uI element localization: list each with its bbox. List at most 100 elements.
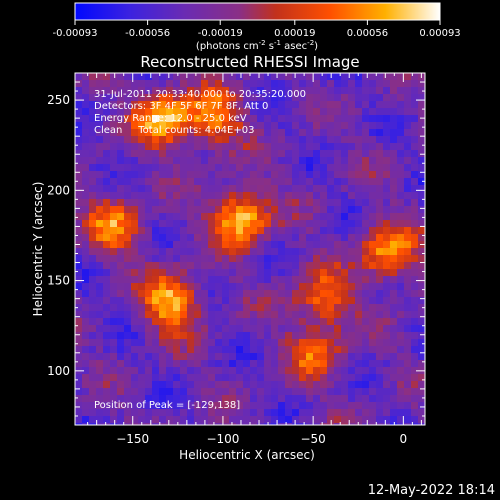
heatmap-cell [173, 192, 181, 200]
heatmap-cell [159, 339, 167, 347]
heatmap-cell [103, 150, 111, 158]
heatmap-cell [152, 402, 160, 410]
heatmap-cell [257, 311, 265, 319]
heatmap-cell [257, 402, 265, 410]
heatmap-cell [166, 143, 174, 151]
heatmap-cell [250, 423, 258, 425]
heatmap-cell [306, 101, 314, 109]
heatmap-cell [131, 206, 139, 214]
heatmap-cell [292, 388, 300, 396]
heatmap-cell [383, 101, 391, 109]
heatmap-cell [383, 185, 391, 193]
heatmap-cell [313, 402, 321, 410]
heatmap-cell [145, 136, 153, 144]
heatmap-cell [404, 381, 412, 389]
colorbar-tick-label: 0.00093 [419, 28, 460, 39]
heatmap-cell [96, 311, 104, 319]
heatmap-cell [166, 87, 174, 95]
heatmap-cell [215, 297, 223, 305]
heatmap-cell [75, 178, 83, 186]
heatmap-cell [194, 227, 202, 235]
heatmap-cell [243, 73, 251, 81]
heatmap-cell [194, 276, 202, 284]
heatmap-image [75, 73, 425, 425]
heatmap-cell [208, 276, 216, 284]
heatmap-cell [215, 227, 223, 235]
heatmap-cell [334, 171, 342, 179]
heatmap-cell [145, 416, 153, 424]
heatmap-cell [362, 199, 370, 207]
heatmap-cell [271, 346, 279, 354]
heatmap-cell [320, 73, 328, 81]
heatmap-cell [418, 402, 425, 410]
heatmap-cell [341, 108, 349, 116]
heatmap-cell [173, 150, 181, 158]
heatmap-cell [299, 353, 307, 361]
heatmap-cell [292, 164, 300, 172]
heatmap-cell [208, 388, 216, 396]
heatmap-cell [369, 129, 377, 137]
heatmap-cell [292, 255, 300, 263]
heatmap-cell [96, 178, 104, 186]
heatmap-cell [250, 339, 258, 347]
heatmap-cell [117, 157, 125, 165]
heatmap-cell [271, 367, 279, 375]
heatmap-cell [418, 283, 425, 291]
heatmap-cell [194, 241, 202, 249]
heatmap-cell [145, 122, 153, 130]
heatmap-cell [250, 325, 258, 333]
heatmap-cell [82, 318, 90, 326]
heatmap-cell [138, 122, 146, 130]
heatmap-cell [166, 129, 174, 137]
heatmap-cell [173, 276, 181, 284]
heatmap-cell [229, 227, 237, 235]
heatmap-cell [299, 311, 307, 319]
heatmap-cell [397, 388, 405, 396]
heatmap-cell [180, 136, 188, 144]
heatmap-cell [145, 311, 153, 319]
heatmap-cell [159, 241, 167, 249]
heatmap-cell [334, 213, 342, 221]
heatmap-cell [208, 269, 216, 277]
heatmap-cell [271, 101, 279, 109]
heatmap-cell [103, 164, 111, 172]
heatmap-cell [411, 150, 419, 158]
heatmap-cell [152, 199, 160, 207]
heatmap-cell [243, 206, 251, 214]
heatmap-cell [418, 311, 425, 319]
heatmap-cell [75, 283, 83, 291]
heatmap-cell [264, 220, 272, 228]
heatmap-cell [348, 409, 356, 417]
heatmap-cell [194, 220, 202, 228]
heatmap-cell [159, 381, 167, 389]
heatmap-cell [271, 388, 279, 396]
heatmap-cell [404, 171, 412, 179]
heatmap-cell [369, 325, 377, 333]
heatmap-cell [96, 227, 104, 235]
heatmap-cell [418, 101, 425, 109]
heatmap-cell [110, 416, 118, 424]
heatmap-cell [124, 283, 132, 291]
heatmap-cell [173, 101, 181, 109]
heatmap-cell [131, 255, 139, 263]
heatmap-cell [110, 395, 118, 403]
heatmap-cell [145, 423, 153, 425]
heatmap-cell [243, 269, 251, 277]
heatmap-cell [292, 304, 300, 312]
heatmap-cell [306, 353, 314, 361]
heatmap-cell [320, 101, 328, 109]
heatmap-cell [117, 164, 125, 172]
heatmap-cell [201, 80, 209, 88]
heatmap-cell [96, 87, 104, 95]
heatmap-cell [341, 346, 349, 354]
heatmap-cell [110, 171, 118, 179]
heatmap-cell [334, 381, 342, 389]
heatmap-cell [369, 199, 377, 207]
heatmap-cell [208, 234, 216, 242]
heatmap-cell [89, 388, 97, 396]
heatmap-cell [131, 409, 139, 417]
heatmap-cell [89, 192, 97, 200]
heatmap-cell [362, 402, 370, 410]
heatmap-cell [117, 283, 125, 291]
heatmap-cell [348, 122, 356, 130]
